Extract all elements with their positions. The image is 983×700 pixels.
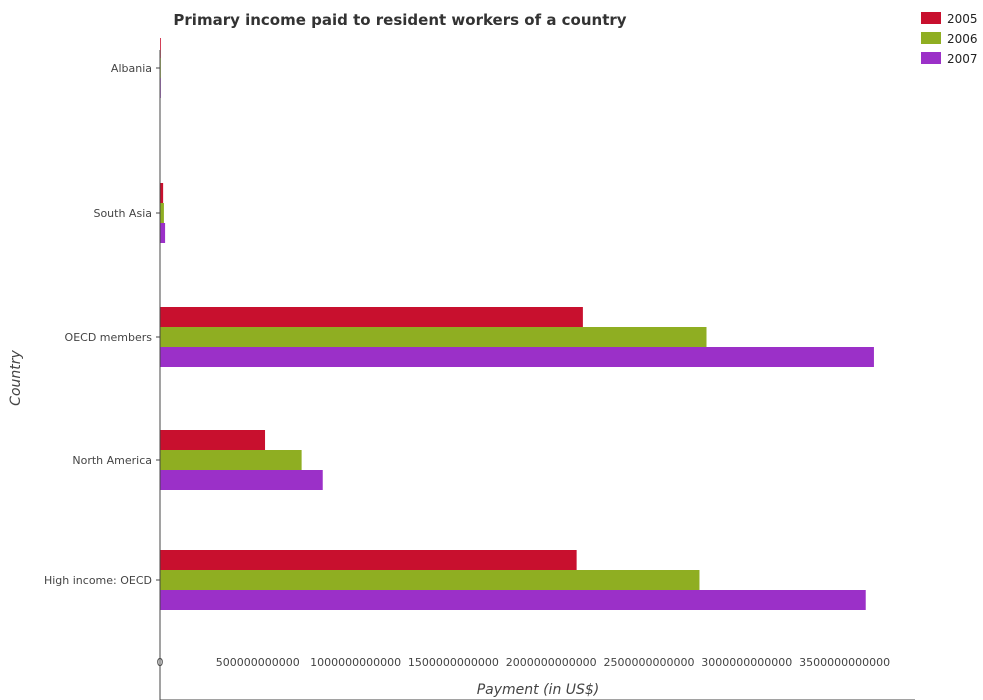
y-tick-label: OECD members [65, 331, 153, 344]
bar-south-asia-2006 [160, 203, 164, 223]
y-tick-label: Albania [111, 62, 152, 75]
bar-oecd-members-2006 [160, 327, 707, 347]
y-tick-label: High income: OECD [44, 574, 152, 587]
x-tick-labels: 0 500000000000 1000000000000 1500000000000 2… [157, 656, 891, 669]
bar-high-income-oecd-2005 [160, 550, 577, 570]
x-tick-label: 3000000000000 [701, 656, 792, 669]
legend: 2005 2006 2007 [921, 12, 978, 66]
bar-high-income-oecd-2007 [160, 590, 866, 610]
x-tick-label: 500000000000 [216, 656, 300, 669]
legend-swatch-2005 [921, 12, 941, 24]
y-tick-label: South Asia [93, 207, 152, 220]
x-tick-label: 1500000000000 [408, 656, 499, 669]
legend-label-2007: 2007 [947, 52, 978, 66]
x-tick-label: 2500000000000 [604, 656, 695, 669]
x-axis-title: Payment (in US$) [477, 682, 600, 698]
legend-swatch-2006 [921, 32, 941, 44]
y-tick-labels: High income: OECD North America OECD membe… [44, 62, 160, 587]
x-tick-label: 1000000000000 [310, 656, 401, 669]
legend-label-2005: 2005 [947, 12, 978, 26]
bars-group [160, 38, 874, 610]
x-tick-label: 2000000000000 [506, 656, 597, 669]
bar-north-america-2005 [160, 430, 266, 450]
bar-south-asia-2007 [160, 223, 166, 243]
legend-label-2006: 2006 [947, 32, 978, 46]
y-tick-label: North America [72, 454, 152, 467]
bar-high-income-oecd-2006 [160, 570, 700, 590]
chart-title: Primary income paid to resident workers … [173, 11, 626, 29]
legend-swatch-2007 [921, 52, 941, 64]
x-tick-label: 3500000000000 [799, 656, 890, 669]
bar-oecd-members-2007 [160, 347, 874, 367]
bar-north-america-2007 [160, 470, 323, 490]
bar-albania-2005 [160, 38, 161, 58]
bar-south-asia-2005 [160, 183, 164, 203]
bar-oecd-members-2005 [160, 307, 583, 327]
y-axis-title: Country [8, 349, 24, 405]
x-tick-label: 0 [157, 656, 164, 669]
bar-north-america-2006 [160, 450, 302, 470]
